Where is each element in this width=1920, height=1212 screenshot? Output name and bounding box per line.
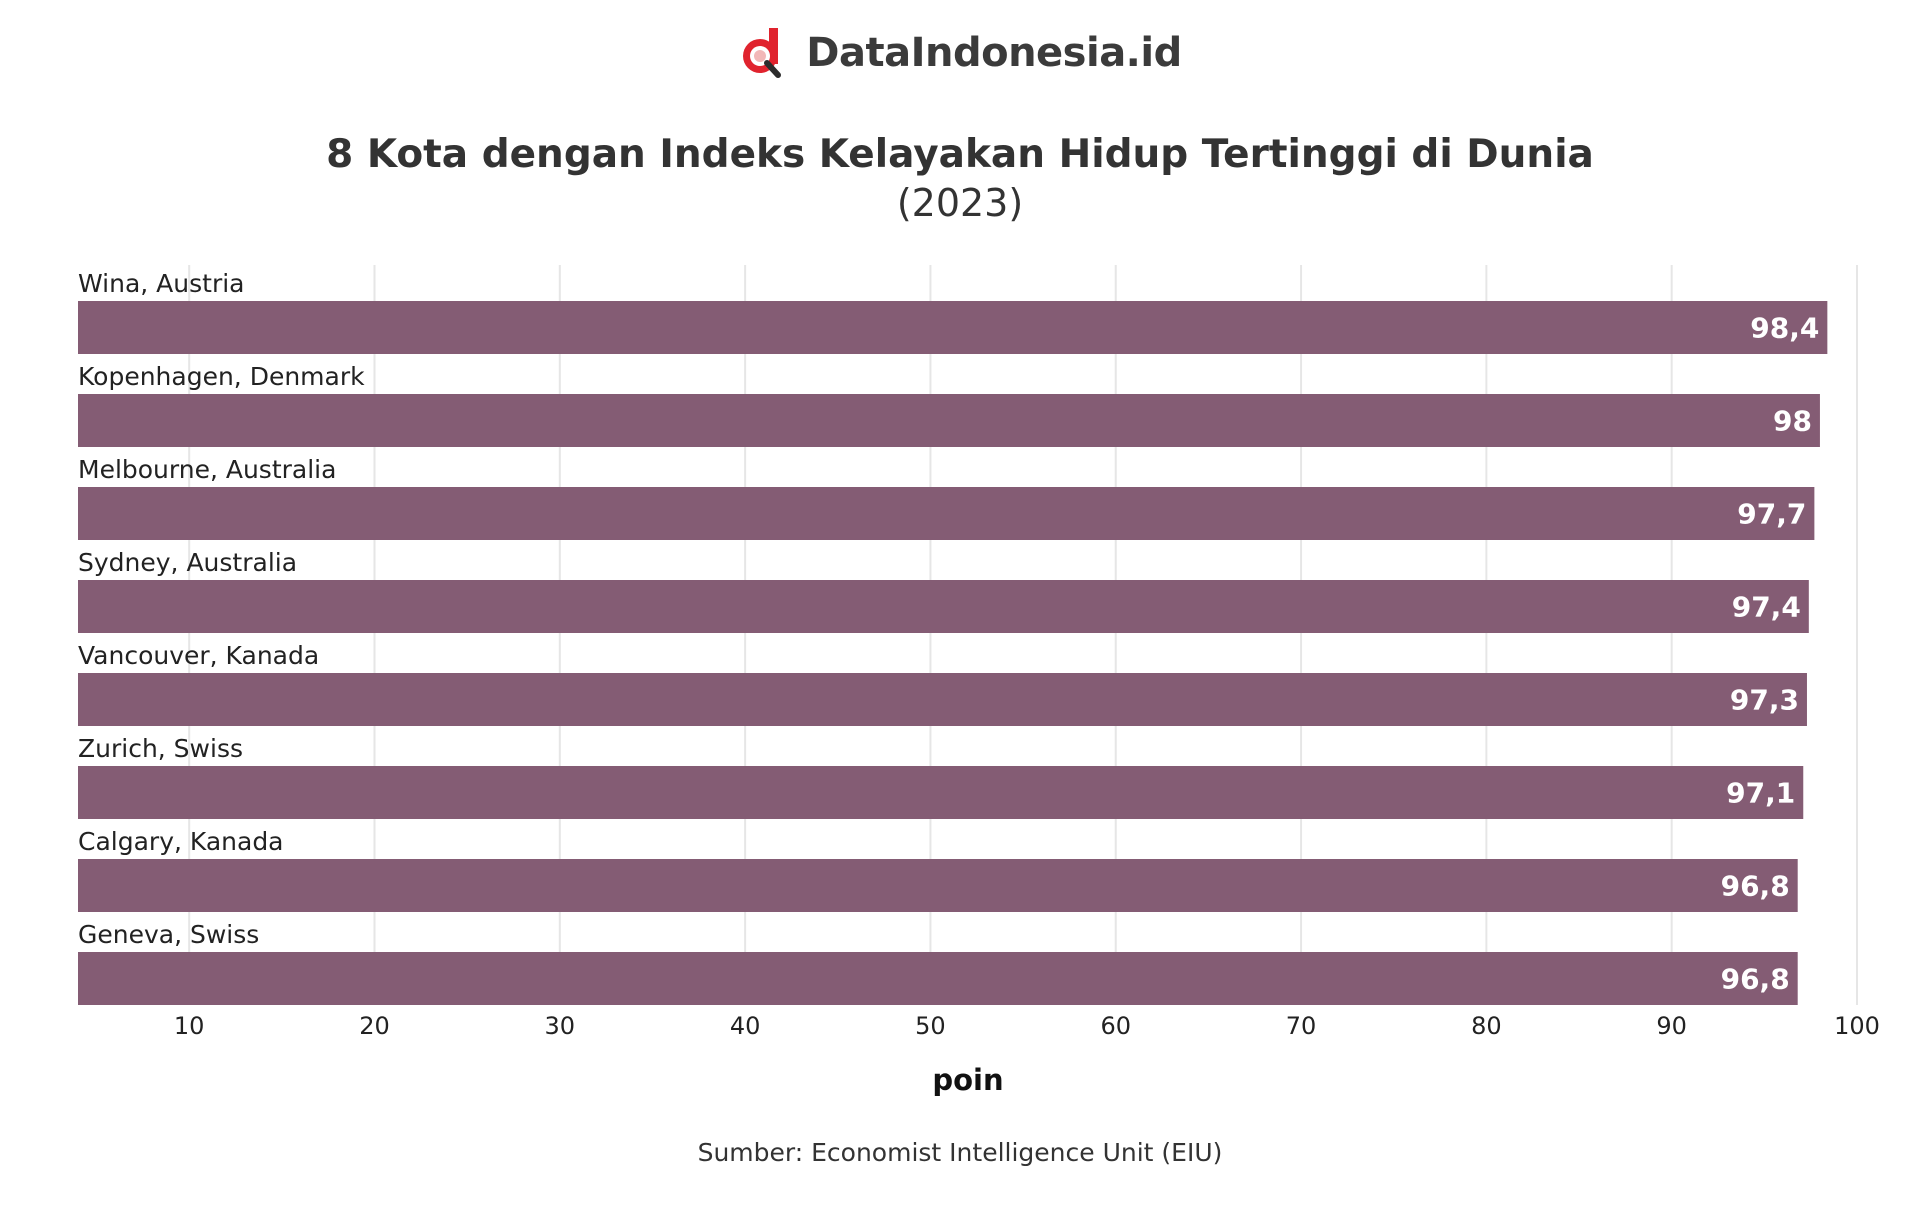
category-label: Calgary, Kanada [78,827,284,856]
value-label: 98 [1773,405,1812,438]
source-note: Sumber: Economist Intelligence Unit (EIU… [697,1138,1223,1167]
value-label: 96,8 [1721,870,1790,903]
x-tick-label: 60 [1100,1012,1131,1040]
x-tick-label: 20 [359,1012,390,1040]
value-label: 97,7 [1737,498,1806,531]
bar [78,673,1807,726]
category-label: Zurich, Swiss [78,734,243,763]
bar [78,952,1798,1005]
x-tick-label: 90 [1656,1012,1687,1040]
category-label: Kopenhagen, Denmark [78,362,365,391]
brand-header: DataIndonesia.id [0,26,1920,80]
value-label: 97,3 [1730,684,1799,717]
x-axis-label: poin [932,1063,1003,1097]
category-label: Vancouver, Kanada [78,641,319,670]
category-label: Sydney, Australia [78,548,297,577]
x-tick-label: 30 [545,1012,576,1040]
bar [78,859,1798,912]
magnifier-d-logo-icon [743,28,782,78]
category-label: Melbourne, Australia [78,455,336,484]
x-tick-label: 80 [1471,1012,1502,1040]
bar [78,487,1815,540]
value-label: 97,4 [1732,591,1801,624]
x-tick-label: 50 [915,1012,946,1040]
value-label: 96,8 [1721,963,1790,996]
x-tick-label: 70 [1286,1012,1317,1040]
x-tick-label: 10 [174,1012,205,1040]
bar [78,301,1828,354]
x-tick-label: 100 [1834,1012,1880,1040]
bar [78,766,1804,819]
brand-name: DataIndonesia.id [806,30,1182,76]
chart-subtitle: (2023) [896,181,1024,225]
bar [78,580,1809,633]
value-label: 97,1 [1726,777,1795,810]
chart-title: 8 Kota dengan Indeks Kelayakan Hidup Ter… [326,132,1594,177]
value-label: 98,4 [1750,312,1819,345]
category-label: Geneva, Swiss [78,920,259,949]
category-label: Wina, Austria [78,269,245,298]
x-tick-label: 40 [730,1012,761,1040]
bar [78,394,1820,447]
